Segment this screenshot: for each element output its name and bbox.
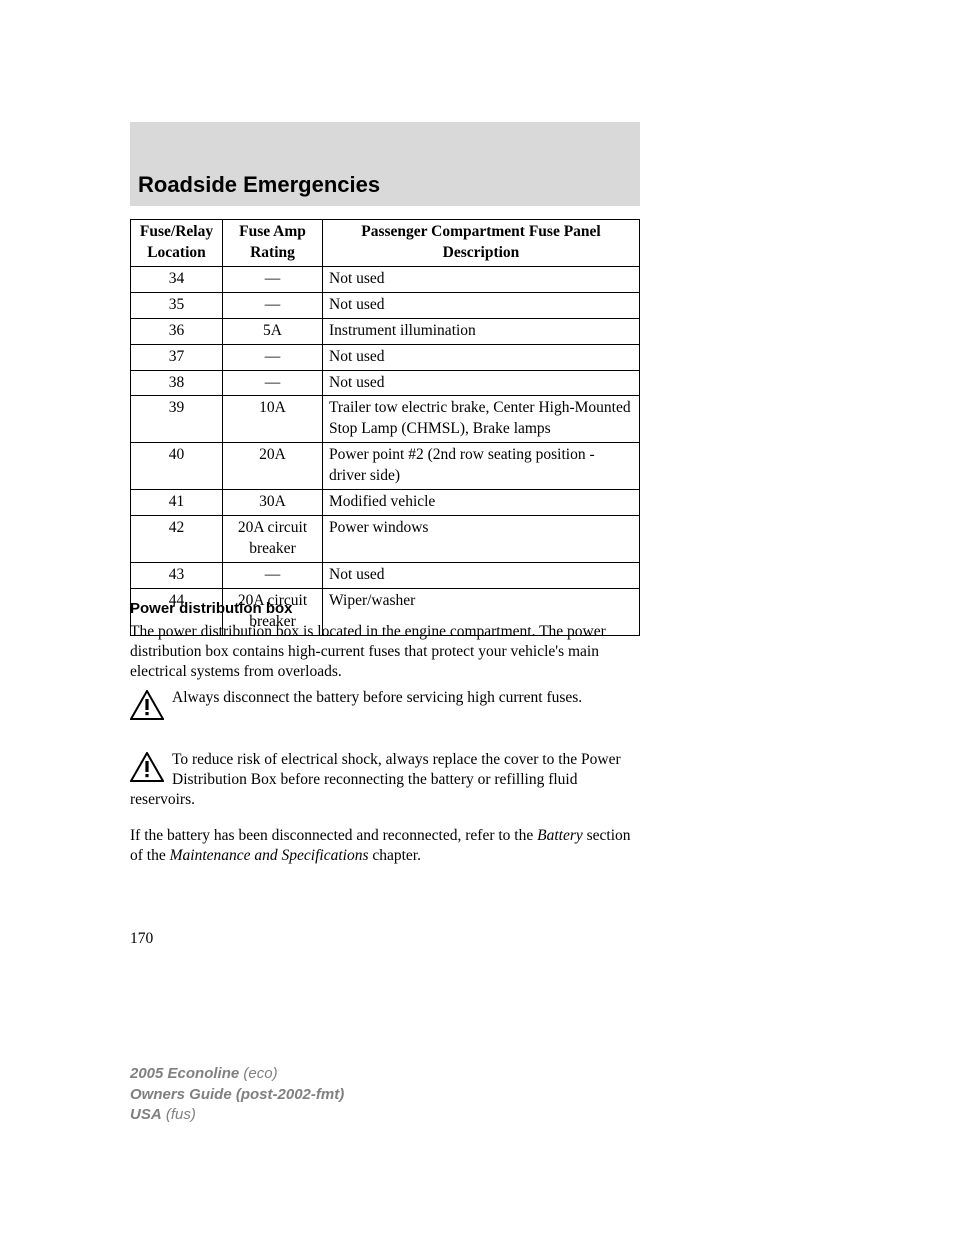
closing-italic: Maintenance and Specifications — [170, 847, 369, 864]
footer-line: Owners Guide (post-2002-fmt) — [130, 1085, 344, 1105]
footer-bold: 2005 Econoline — [130, 1065, 239, 1082]
cell-amp: 30A — [223, 490, 323, 516]
cell-description: Power windows — [323, 516, 640, 563]
cell-location: 41 — [131, 490, 223, 516]
table-row: 35—Not used — [131, 292, 640, 318]
table-row: 38—Not used — [131, 370, 640, 396]
cell-amp: 5A — [223, 318, 323, 344]
cell-location: 38 — [131, 370, 223, 396]
header-text: Rating — [250, 244, 295, 261]
footer-bold: USA — [130, 1106, 162, 1123]
footer-ital: (eco) — [239, 1065, 277, 1082]
footer: 2005 Econoline (eco) Owners Guide (post-… — [130, 1064, 344, 1125]
section-header-band: Roadside Emergencies — [130, 122, 640, 206]
subsection-heading: Power distribution box — [130, 600, 293, 617]
table-header-row: Fuse/Relay Location Fuse Amp Rating Pass… — [131, 220, 640, 267]
cell-amp: — — [223, 344, 323, 370]
table-row: 365AInstrument illumination — [131, 318, 640, 344]
header-text: Description — [443, 244, 520, 261]
footer-line: USA (fus) — [130, 1105, 344, 1125]
closing-text: chapter. — [368, 847, 421, 864]
warning-block: To reduce risk of electrical shock, alwa… — [130, 750, 640, 810]
cell-description: Modified vehicle — [323, 490, 640, 516]
cell-description: Not used — [323, 370, 640, 396]
footer-line: 2005 Econoline (eco) — [130, 1064, 344, 1084]
fuse-table: Fuse/Relay Location Fuse Amp Rating Pass… — [130, 219, 640, 636]
cell-description: Not used — [323, 292, 640, 318]
cell-location: 35 — [131, 292, 223, 318]
cell-location: 40 — [131, 443, 223, 490]
warning-icon — [130, 690, 164, 720]
cell-description: Not used — [323, 562, 640, 588]
header-text: Passenger Compartment Fuse Panel — [361, 223, 601, 240]
cell-amp: — — [223, 562, 323, 588]
header-text: Fuse/Relay — [140, 223, 213, 240]
table-row: 4020APower point #2 (2nd row seating pos… — [131, 443, 640, 490]
cell-description: Not used — [323, 266, 640, 292]
cell-location: 42 — [131, 516, 223, 563]
closing-paragraph: If the battery has been disconnected and… — [130, 826, 640, 866]
warning-icon — [130, 752, 164, 782]
cell-amp: — — [223, 370, 323, 396]
warning-text: To reduce risk of electrical shock, alwa… — [130, 751, 621, 808]
section-title: Roadside Emergencies — [138, 172, 380, 198]
header-text: Fuse Amp — [239, 223, 306, 240]
cell-location: 37 — [131, 344, 223, 370]
cell-amp: — — [223, 292, 323, 318]
cell-description: Not used — [323, 344, 640, 370]
table-row: 3910ATrailer tow electric brake, Center … — [131, 396, 640, 443]
table-row: 4220A circuit breakerPower windows — [131, 516, 640, 563]
table-row: 37—Not used — [131, 344, 640, 370]
header-text: Location — [147, 244, 206, 261]
cell-description: Trailer tow electric brake, Center High-… — [323, 396, 640, 443]
footer-ital: (fus) — [162, 1106, 196, 1123]
cell-location: 36 — [131, 318, 223, 344]
cell-amp: — — [223, 266, 323, 292]
warning-text: Always disconnect the battery before ser… — [172, 689, 582, 706]
subsection-body: The power distribution box is located in… — [130, 622, 640, 682]
closing-italic: Battery — [537, 827, 583, 844]
table-row: 4130AModified vehicle — [131, 490, 640, 516]
warning-block: Always disconnect the battery before ser… — [130, 688, 640, 720]
cell-description: Power point #2 (2nd row seating position… — [323, 443, 640, 490]
cell-location: 34 — [131, 266, 223, 292]
cell-location: 39 — [131, 396, 223, 443]
footer-bold: Owners Guide (post-2002-fmt) — [130, 1086, 344, 1103]
page-number: 170 — [130, 930, 153, 948]
table-row: 34—Not used — [131, 266, 640, 292]
cell-description: Instrument illumination — [323, 318, 640, 344]
closing-text: If the battery has been disconnected and… — [130, 827, 537, 844]
header-location: Fuse/Relay Location — [131, 220, 223, 267]
cell-amp: 20A — [223, 443, 323, 490]
header-description: Passenger Compartment Fuse Panel Descrip… — [323, 220, 640, 267]
header-amp: Fuse Amp Rating — [223, 220, 323, 267]
cell-amp: 20A circuit breaker — [223, 516, 323, 563]
cell-location: 43 — [131, 562, 223, 588]
cell-amp: 10A — [223, 396, 323, 443]
table-row: 43—Not used — [131, 562, 640, 588]
